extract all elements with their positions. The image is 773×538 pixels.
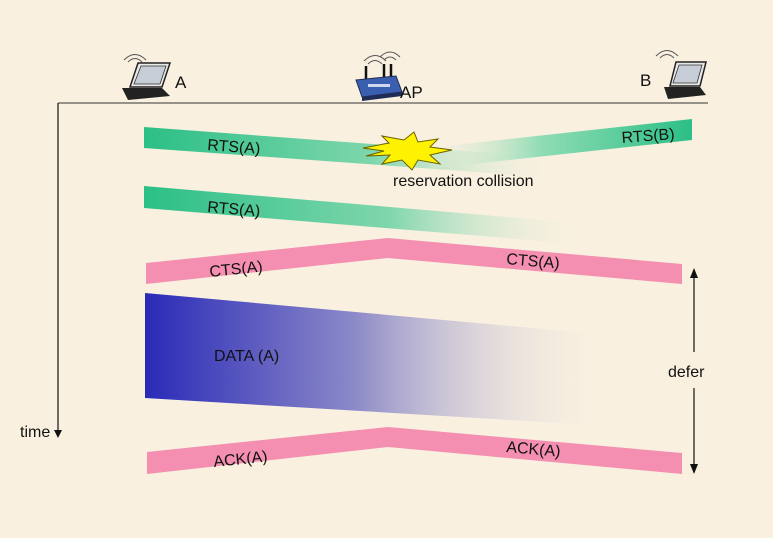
data-a-frame <box>145 293 610 426</box>
node-a-label: A <box>175 73 187 92</box>
defer-arrowhead-down <box>690 464 698 474</box>
time-axis-label: time <box>20 424 50 441</box>
node-ap-label: AP <box>400 83 423 102</box>
time-axis-arrowhead <box>54 430 62 438</box>
node-ap: AP <box>355 51 423 102</box>
defer-label: defer <box>668 364 705 381</box>
ack-a-frame <box>147 427 682 474</box>
time-axis: time <box>20 103 62 441</box>
rts-a-label-2: RTS(A) <box>207 199 261 220</box>
node-a: A <box>122 54 187 100</box>
defer-indicator: defer <box>668 268 705 474</box>
collision-label: reservation collision <box>393 173 534 190</box>
ack-a-label-right: ACK(A) <box>506 439 562 461</box>
cts-a-frame <box>146 238 682 284</box>
cts-a-label-left: CTS(A) <box>209 259 264 281</box>
defer-arrowhead-up <box>690 268 698 278</box>
rts-b-label: RTS(B) <box>621 126 675 147</box>
rts-a-frame-2 <box>144 186 590 245</box>
rts-b-frame <box>418 119 692 170</box>
node-b-label: B <box>640 71 651 90</box>
collision-starburst <box>362 131 453 171</box>
cts-a-label-right: CTS(A) <box>506 251 561 273</box>
wireless-router-icon <box>355 51 403 101</box>
data-a-label: DATA (A) <box>214 348 279 365</box>
laptop-icon <box>122 54 172 100</box>
rts-a-label-1: RTS(A) <box>207 137 261 158</box>
laptop-icon <box>655 50 707 99</box>
node-b: B <box>640 50 707 99</box>
ack-a-label-left: ACK(A) <box>213 448 269 470</box>
